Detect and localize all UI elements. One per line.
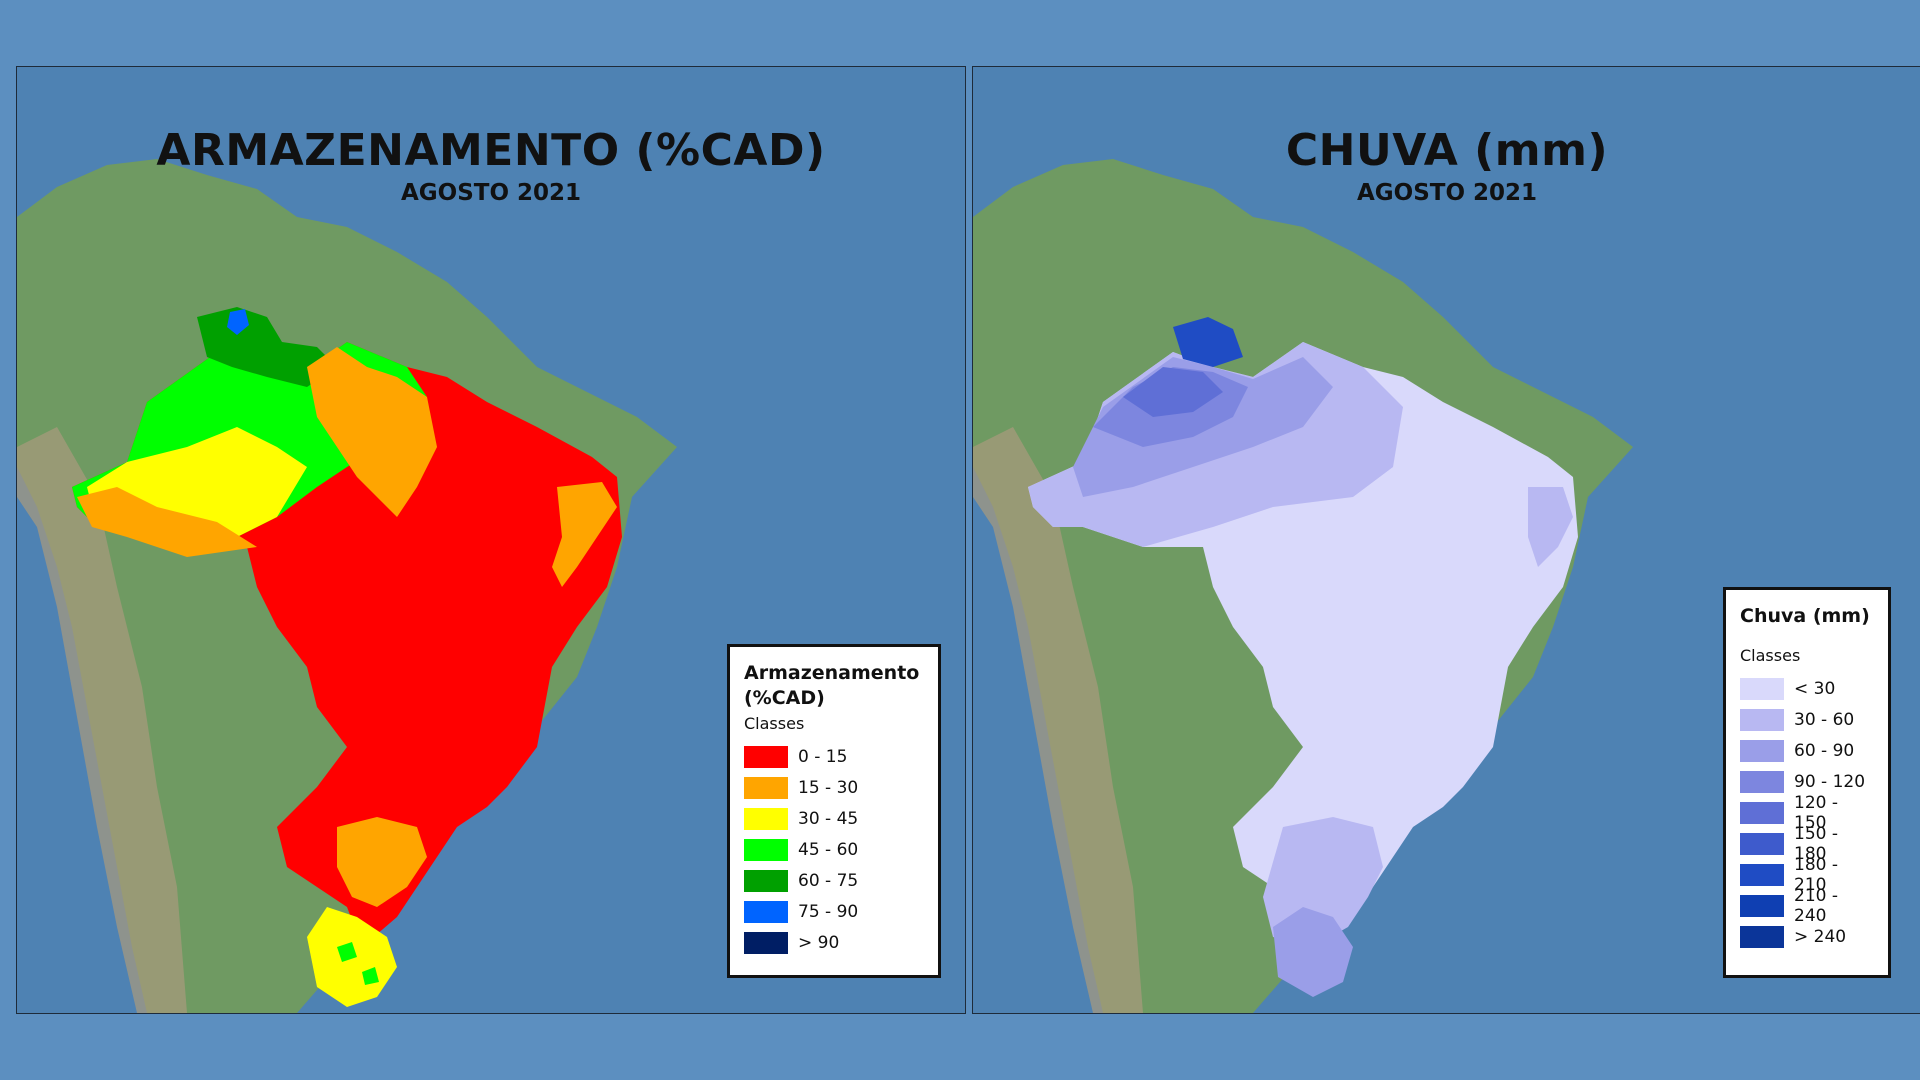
andes-relief — [973, 427, 1143, 1013]
storage-map-title: ARMAZENAMENTO (%CAD) — [156, 125, 826, 176]
legend-item: 30 - 45 — [744, 803, 924, 834]
rain-map-subtitle: AGOSTO 2021 — [1356, 180, 1538, 206]
storage-map-subtitle: AGOSTO 2021 — [400, 180, 582, 206]
rain-legend-subtitle: Classes — [1740, 646, 1801, 665]
legend-swatch — [744, 807, 788, 830]
blue-spot — [227, 309, 249, 335]
legend-label: 60 - 90 — [1794, 740, 1855, 761]
legend-item: 210 - 240 — [1740, 886, 1874, 926]
legend-item: > 90 — [744, 927, 924, 958]
andes-relief — [17, 427, 187, 1013]
legend-label: 0 - 15 — [798, 746, 848, 767]
south-green-spots — [337, 942, 379, 985]
legend-swatch — [1740, 801, 1784, 824]
legend-swatch — [744, 745, 788, 768]
para-orange-region — [307, 347, 437, 517]
south-orange-region — [337, 817, 427, 907]
legend-label: > 240 — [1794, 926, 1847, 947]
rain-map-panel: CHUVA (mm) AGOSTO 2021 Chuva (mm) Classe… — [972, 66, 1920, 1014]
legend-item: 150 - 180 — [1740, 824, 1874, 864]
legend-label: 180 - 210 — [1794, 854, 1838, 895]
legend-swatch — [744, 776, 788, 799]
legend-swatch — [1740, 739, 1784, 762]
legend-swatch — [744, 869, 788, 892]
legend-label: 210 - 240 — [1794, 885, 1838, 926]
legend-label: 90 - 120 — [1794, 771, 1866, 792]
storage-map-panel: ARMAZENAMENTO (%CAD) AGOSTO 2021 Armazen… — [16, 66, 966, 1014]
legend-swatch — [1740, 925, 1784, 948]
legend-label: 30 - 45 — [798, 808, 859, 829]
rain-legend: Chuva (mm) Classes < 30 30 - 60 60 - 90 … — [1723, 587, 1891, 978]
legend-swatch — [1740, 894, 1784, 917]
storage-legend: Armazenamento (%CAD) Classes 0 - 15 15 -… — [727, 644, 941, 978]
legend-item: < 30 — [1740, 673, 1874, 704]
legend-label: 30 - 60 — [1794, 709, 1855, 730]
legend-item: 180 - 210 — [1740, 855, 1874, 895]
legend-swatch — [1740, 708, 1784, 731]
legend-item: 120 - 150 — [1740, 793, 1874, 833]
legend-swatch — [744, 838, 788, 861]
legend-swatch — [1740, 863, 1784, 886]
legend-label: 120 - 150 — [1794, 792, 1838, 833]
south-rain-60-90 — [1273, 907, 1353, 997]
north-rain-120-150 — [1123, 367, 1223, 417]
northeast-coast-rain — [1528, 487, 1573, 567]
storage-legend-subtitle: Classes — [744, 714, 805, 733]
storage-legend-title-1: Armazenamento — [744, 662, 920, 684]
legend-swatch — [1740, 677, 1784, 700]
legend-item: 75 - 90 — [744, 896, 924, 927]
legend-label: > 90 — [798, 932, 840, 953]
legend-swatch — [1740, 832, 1784, 855]
legend-item: 45 - 60 — [744, 834, 924, 865]
legend-item: 30 - 60 — [1740, 704, 1874, 735]
rain-map-title-block: CHUVA (mm) AGOSTO 2021 — [973, 127, 1920, 207]
north-rain-180-210 — [1173, 317, 1243, 367]
legend-item: 60 - 75 — [744, 865, 924, 896]
legend-swatch — [744, 931, 788, 954]
legend-swatch — [744, 900, 788, 923]
legend-item: 0 - 15 — [744, 741, 924, 772]
storage-legend-title-2: (%CAD) — [744, 687, 825, 709]
legend-label: 150 - 180 — [1794, 823, 1838, 864]
rain-map-title: CHUVA (mm) — [1285, 125, 1609, 176]
rain-legend-title: Chuva (mm) — [1740, 605, 1870, 627]
legend-label: 45 - 60 — [798, 839, 859, 860]
storage-map-canvas — [17, 67, 965, 1013]
legend-swatch — [1740, 770, 1784, 793]
storage-map-title-block: ARMAZENAMENTO (%CAD) AGOSTO 2021 — [17, 127, 965, 207]
legend-item: 90 - 120 — [1740, 766, 1874, 797]
legend-item: > 240 — [1740, 921, 1874, 952]
legend-item: 15 - 30 — [744, 772, 924, 803]
north-orange-region — [77, 487, 257, 557]
legend-label: 75 - 90 — [798, 901, 859, 922]
northeast-coast-orange — [552, 482, 617, 587]
legend-label: 15 - 30 — [798, 777, 859, 798]
legend-item: 60 - 90 — [1740, 735, 1874, 766]
legend-label: 60 - 75 — [798, 870, 859, 891]
legend-label: < 30 — [1794, 678, 1836, 699]
